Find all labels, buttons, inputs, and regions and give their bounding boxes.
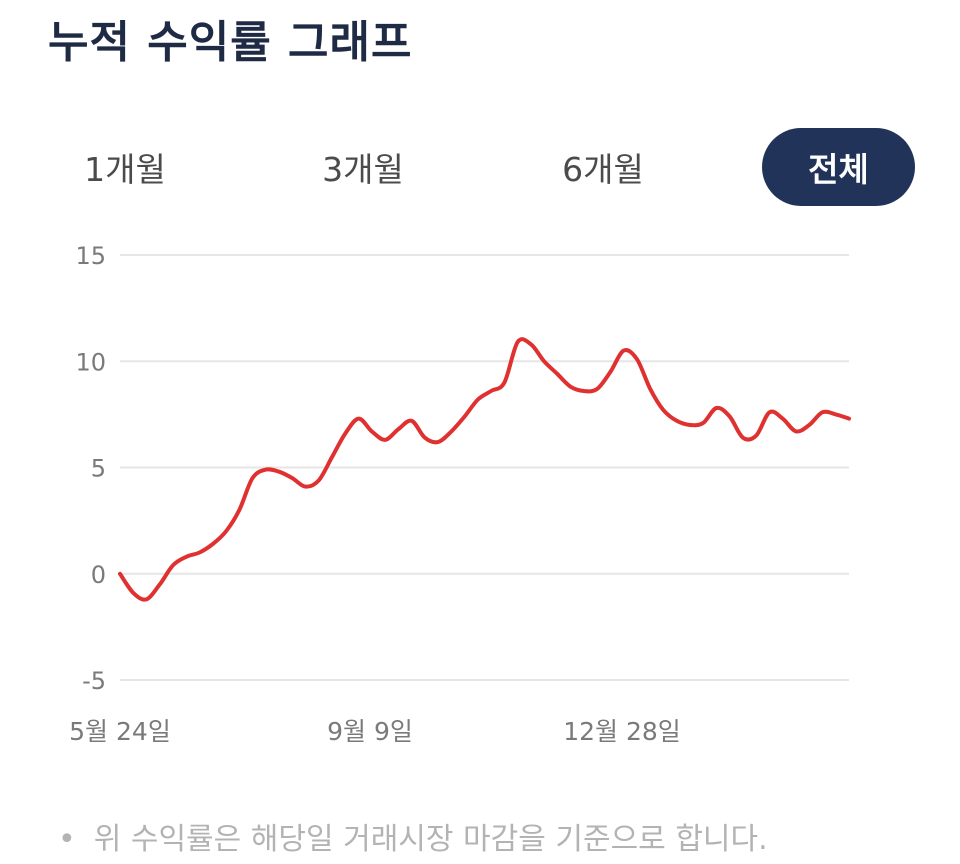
x-axis-ticks: 5월 24일 9월 9일 12월 28일	[69, 717, 681, 746]
y-tick-label: 10	[75, 348, 106, 376]
bullet-icon: •	[58, 822, 76, 857]
tab-all[interactable]: 전체	[762, 128, 915, 206]
x-tick-label: 9월 9일	[327, 717, 413, 746]
grid-lines	[120, 254, 849, 681]
y-tick-label: 15	[75, 242, 106, 270]
tab-3-months[interactable]: 3개월	[322, 150, 404, 189]
return-series-line	[118, 337, 851, 602]
footnote: • 위 수익률은 해당일 거래시장 마감을 기준으로 합니다.	[58, 814, 768, 858]
x-tick-label: 5월 24일	[69, 717, 171, 746]
y-axis-ticks: 15 10 5 0 -5	[75, 242, 106, 695]
x-tick-label: 12월 28일	[563, 717, 681, 746]
y-tick-label: 0	[91, 561, 106, 589]
y-tick-label: 5	[91, 455, 106, 483]
page-title: 누적 수익률 그래프	[48, 17, 413, 68]
tab-1-month[interactable]: 1개월	[84, 150, 166, 189]
y-tick-label: -5	[82, 667, 106, 695]
cumulative-return-chart: 15 10 5 0 -5 5월 24일 9월 9일 12월 28일	[69, 242, 851, 746]
period-tabs: 1개월 3개월 6개월 전체	[0, 128, 960, 208]
footnote-text: 위 수익률은 해당일 거래시장 마감을 기준으로 합니다.	[93, 822, 768, 857]
tab-6-months[interactable]: 6개월	[562, 150, 644, 189]
